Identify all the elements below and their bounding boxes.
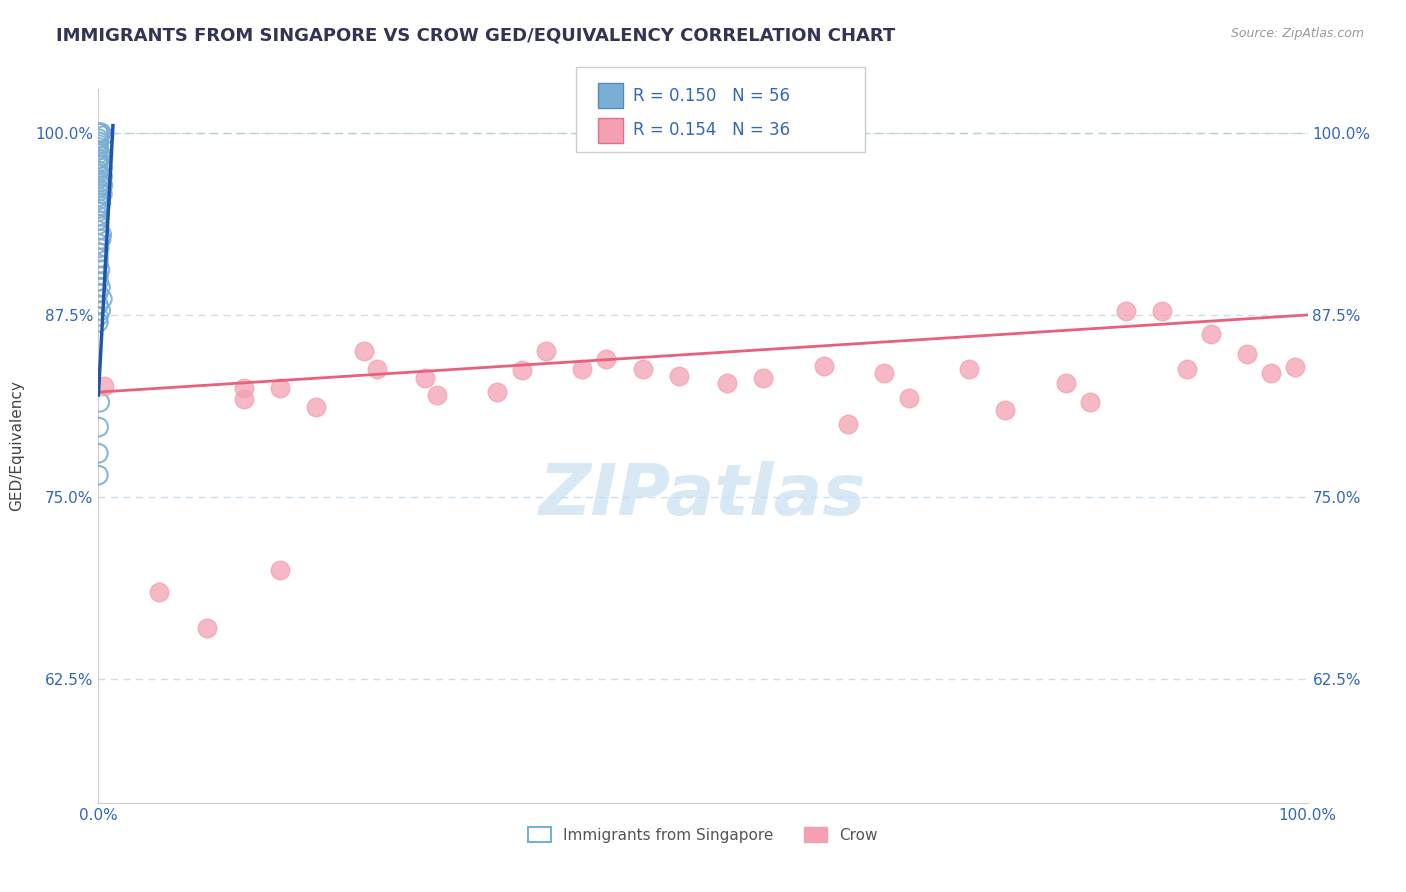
- Point: [87, 163, 110, 178]
- Point: [87, 126, 110, 140]
- Point: [897, 391, 920, 405]
- Point: [1115, 303, 1137, 318]
- Text: IMMIGRANTS FROM SINGAPORE VS CROW GED/EQUIVALENCY CORRELATION CHART: IMMIGRANTS FROM SINGAPORE VS CROW GED/EQ…: [56, 27, 896, 45]
- Point: [426, 388, 449, 402]
- Point: [90, 149, 112, 163]
- Point: [195, 621, 218, 635]
- Point: [89, 175, 111, 189]
- Point: [571, 361, 593, 376]
- Point: [957, 361, 980, 376]
- Point: [87, 223, 110, 237]
- Point: [90, 126, 112, 140]
- Point: [87, 286, 110, 301]
- Point: [510, 363, 533, 377]
- Point: [87, 137, 110, 152]
- Point: [413, 370, 436, 384]
- Point: [89, 262, 111, 277]
- Point: [87, 236, 110, 251]
- Point: [87, 310, 110, 324]
- Point: [752, 370, 775, 384]
- Point: [631, 361, 654, 376]
- Point: [89, 146, 111, 161]
- Point: [87, 132, 110, 146]
- Text: R = 0.154   N = 36: R = 0.154 N = 36: [633, 121, 790, 139]
- Point: [87, 275, 110, 289]
- Point: [1199, 326, 1222, 341]
- Point: [305, 400, 328, 414]
- Point: [91, 128, 114, 143]
- Point: [87, 204, 110, 219]
- Point: [232, 381, 254, 395]
- Point: [87, 213, 110, 227]
- Point: [269, 381, 291, 395]
- Point: [87, 193, 110, 207]
- Point: [87, 245, 110, 260]
- Point: [1260, 366, 1282, 380]
- Point: [87, 209, 110, 223]
- Point: [486, 385, 509, 400]
- Point: [87, 257, 110, 271]
- Point: [87, 420, 110, 434]
- Point: [87, 241, 110, 255]
- Point: [1054, 376, 1077, 391]
- Point: [1236, 347, 1258, 361]
- Point: [366, 361, 388, 376]
- Point: [1175, 361, 1198, 376]
- Point: [87, 140, 110, 154]
- Point: [87, 172, 110, 186]
- Point: [91, 292, 114, 306]
- Text: Source: ZipAtlas.com: Source: ZipAtlas.com: [1230, 27, 1364, 40]
- Point: [90, 227, 112, 242]
- Point: [232, 392, 254, 407]
- Point: [1078, 395, 1101, 409]
- Point: [87, 144, 110, 158]
- Point: [89, 199, 111, 213]
- Point: [87, 218, 110, 232]
- Point: [87, 135, 110, 149]
- Y-axis label: GED/Equivalency: GED/Equivalency: [10, 381, 24, 511]
- Point: [1284, 360, 1306, 375]
- Point: [90, 303, 112, 318]
- Point: [87, 126, 110, 140]
- Point: [873, 366, 896, 380]
- Point: [353, 344, 375, 359]
- Point: [994, 402, 1017, 417]
- Point: [87, 315, 110, 329]
- Point: [87, 268, 110, 283]
- Point: [87, 298, 110, 312]
- Point: [90, 232, 112, 246]
- Point: [87, 152, 110, 166]
- Point: [91, 187, 114, 202]
- Point: [87, 167, 110, 181]
- Point: [87, 190, 110, 204]
- Point: [87, 184, 110, 198]
- Point: [813, 359, 835, 373]
- Point: [93, 379, 115, 393]
- Point: [91, 161, 114, 175]
- Point: [87, 158, 110, 172]
- Point: [148, 584, 170, 599]
- Point: [91, 178, 114, 193]
- Point: [87, 202, 110, 216]
- Point: [668, 369, 690, 384]
- Text: ZIPatlas: ZIPatlas: [540, 461, 866, 531]
- Point: [87, 155, 110, 169]
- Point: [837, 417, 859, 432]
- Point: [534, 344, 557, 359]
- Point: [87, 251, 110, 265]
- Legend: Immigrants from Singapore, Crow: Immigrants from Singapore, Crow: [522, 821, 884, 848]
- Point: [89, 395, 111, 409]
- Point: [716, 376, 738, 391]
- Point: [87, 446, 110, 460]
- Point: [1152, 303, 1174, 318]
- Point: [269, 563, 291, 577]
- Point: [91, 169, 114, 184]
- Point: [87, 181, 110, 195]
- Point: [90, 195, 112, 210]
- Point: [87, 468, 110, 483]
- Text: R = 0.150   N = 56: R = 0.150 N = 56: [633, 87, 790, 104]
- Point: [90, 280, 112, 294]
- Point: [595, 351, 617, 366]
- Point: [90, 126, 112, 140]
